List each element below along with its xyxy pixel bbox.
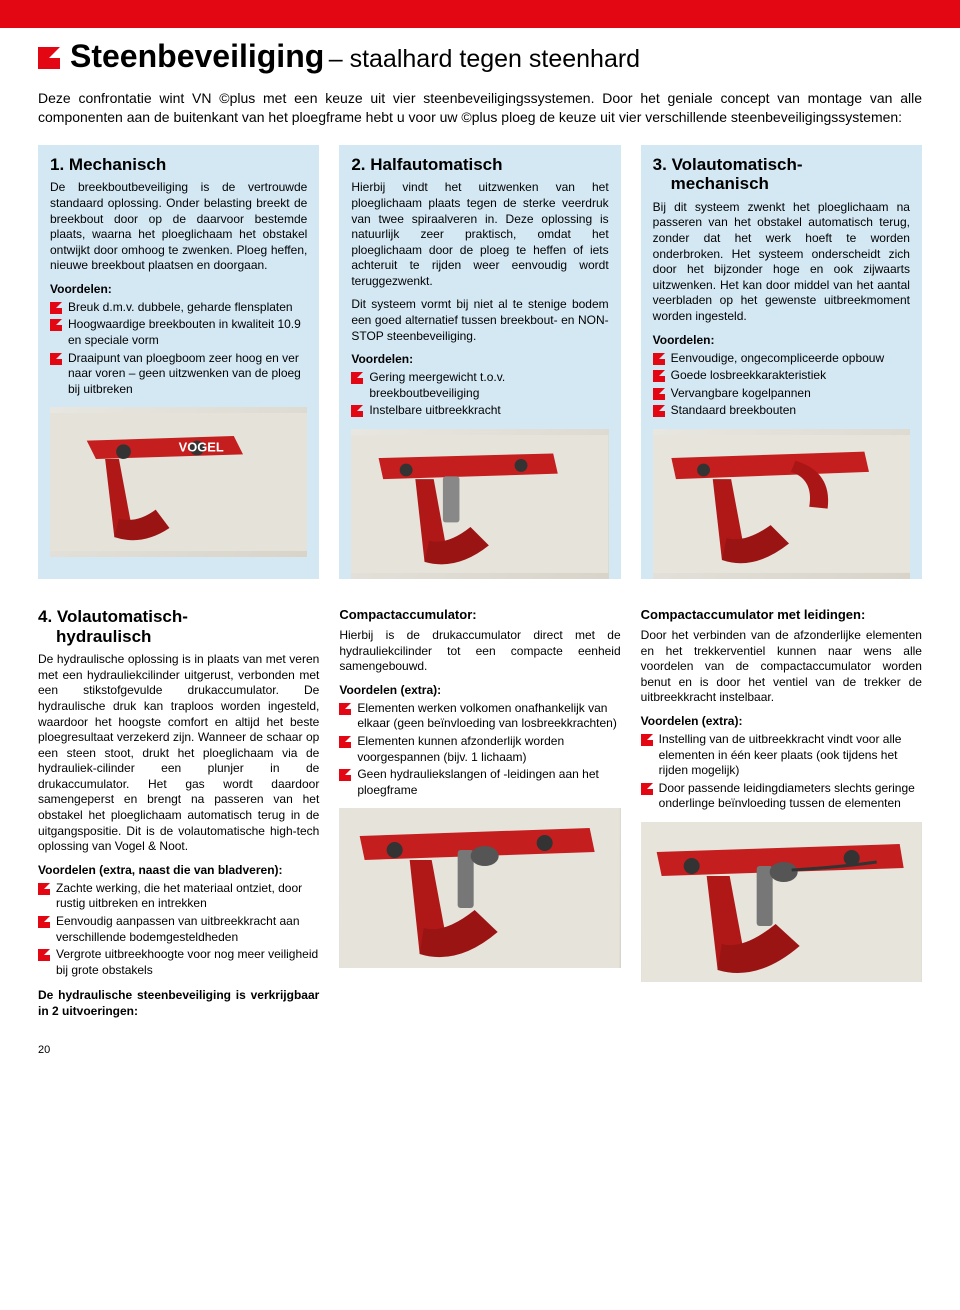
col3-image — [653, 429, 910, 579]
col1-voordelen-label: Voordelen: — [50, 282, 307, 296]
col5-image — [339, 808, 620, 968]
title-row: Steenbeveiliging – staalhard tegen steen… — [38, 38, 922, 75]
list-item: Geen hydrauliekslangen of -leidingen aan… — [339, 767, 620, 798]
title-icon — [38, 47, 60, 69]
page-content: Steenbeveiliging – staalhard tegen steen… — [0, 38, 960, 1076]
list-item: Elementen kunnen afzonderlijk worden voo… — [339, 734, 620, 765]
list-item: Zachte werking, die het materiaal ontzie… — [38, 881, 319, 912]
col2-image — [351, 429, 608, 579]
bottom-columns: 4. Volautomatisch- hydraulisch De hydrau… — [38, 607, 922, 1028]
list-item: Goede losbreekkarakteristiek — [653, 368, 910, 384]
list-item: Gering meergewicht t.o.v. breekboutbevei… — [351, 370, 608, 401]
col6-heading: Compactaccumulator met leidingen: — [641, 607, 922, 622]
col2-body2: Dit systeem vormt bij niet al te stenige… — [351, 297, 608, 344]
col2-voordelen-label: Voordelen: — [351, 352, 608, 366]
list-item: Breuk d.m.v. dubbele, geharde flensplate… — [50, 300, 307, 316]
col4-body: De hydraulische oplossing is in plaats v… — [38, 652, 319, 855]
col1-heading: 1. Mechanisch — [50, 155, 307, 175]
col5-body: Hierbij is de drukaccumulator direct met… — [339, 628, 620, 675]
col3-body: Bij dit systeem zwenkt het ploeglichaam … — [653, 200, 910, 325]
col3-bullets: Eenvoudige, ongecompliceerde opbouw Goed… — [653, 351, 910, 419]
page-title: Steenbeveiliging — [70, 38, 324, 74]
header-red-bar — [0, 0, 960, 28]
col1-image: VOGEL — [50, 407, 307, 557]
col5: Compactaccumulator: Hierbij is de drukac… — [339, 607, 620, 1028]
col4-bullets: Zachte werking, die het materiaal ontzie… — [38, 881, 319, 979]
col3-voordelen-label: Voordelen: — [653, 333, 910, 347]
col5-voordelen-label: Voordelen (extra): — [339, 683, 620, 697]
list-item: Instelling van de uitbreekkracht vindt v… — [641, 732, 922, 779]
col-mechanisch: 1. Mechanisch De breekboutbeveiliging is… — [38, 145, 319, 579]
col2-heading: 2. Halfautomatisch — [351, 155, 608, 175]
col4-closing: De hydraulische steenbeveiliging is verk… — [38, 988, 319, 1019]
col4: 4. Volautomatisch- hydraulisch De hydrau… — [38, 607, 319, 1028]
list-item: Elementen werken volkomen onafhankelijk … — [339, 701, 620, 732]
list-item: Eenvoudige, ongecompliceerde opbouw — [653, 351, 910, 367]
page-subtitle: – staalhard tegen steenhard — [329, 45, 640, 73]
page-number: 20 — [38, 1044, 922, 1056]
top-columns: 1. Mechanisch De breekboutbeveiliging is… — [38, 145, 922, 579]
col6-image — [641, 822, 922, 982]
col-halfautomatisch: 2. Halfautomatisch Hierbij vindt het uit… — [339, 145, 620, 579]
col-volautomatisch-mech: 3. Volautomatisch- mechanisch Bij dit sy… — [641, 145, 922, 579]
list-item: Instelbare uitbreekkracht — [351, 403, 608, 419]
col3-heading: 3. Volautomatisch- mechanisch — [653, 155, 910, 194]
col4-heading: 4. Volautomatisch- hydraulisch — [38, 607, 319, 646]
col5-bullets: Elementen werken volkomen onafhankelijk … — [339, 701, 620, 799]
col2-bullets: Gering meergewicht t.o.v. breekboutbevei… — [351, 370, 608, 419]
col6: Compactaccumulator met leidingen: Door h… — [641, 607, 922, 1028]
col1-bullets: Breuk d.m.v. dubbele, geharde flensplate… — [50, 300, 307, 398]
col6-bullets: Instelling van de uitbreekkracht vindt v… — [641, 732, 922, 812]
svg-text:VOGEL: VOGEL — [179, 440, 224, 455]
list-item: Draaipunt van ploegboom zeer hoog en ver… — [50, 351, 307, 398]
col4-voordelen-label: Voordelen (extra, naast die van bladvere… — [38, 863, 319, 877]
col1-body: De breekboutbeveiliging is de vertrouwde… — [50, 180, 307, 274]
col5-heading: Compactaccumulator: — [339, 607, 620, 622]
list-item: Door passende leidingdiameters slechts g… — [641, 781, 922, 812]
list-item: Vervangbare kogelpannen — [653, 386, 910, 402]
col6-voordelen-label: Voordelen (extra): — [641, 714, 922, 728]
list-item: Hoogwaardige breekbouten in kwaliteit 10… — [50, 317, 307, 348]
list-item: Eenvoudig aanpassen van uitbreekkracht a… — [38, 914, 319, 945]
list-item: Standaard breekbouten — [653, 403, 910, 419]
col2-body: Hierbij vindt het uitzwenken van het plo… — [351, 180, 608, 289]
col6-body: Door het verbinden van de afzonderlijke … — [641, 628, 922, 706]
list-item: Vergrote uitbreekhoogte voor nog meer ve… — [38, 947, 319, 978]
intro-text: Deze confrontatie wint VN ©plus met een … — [38, 89, 922, 127]
